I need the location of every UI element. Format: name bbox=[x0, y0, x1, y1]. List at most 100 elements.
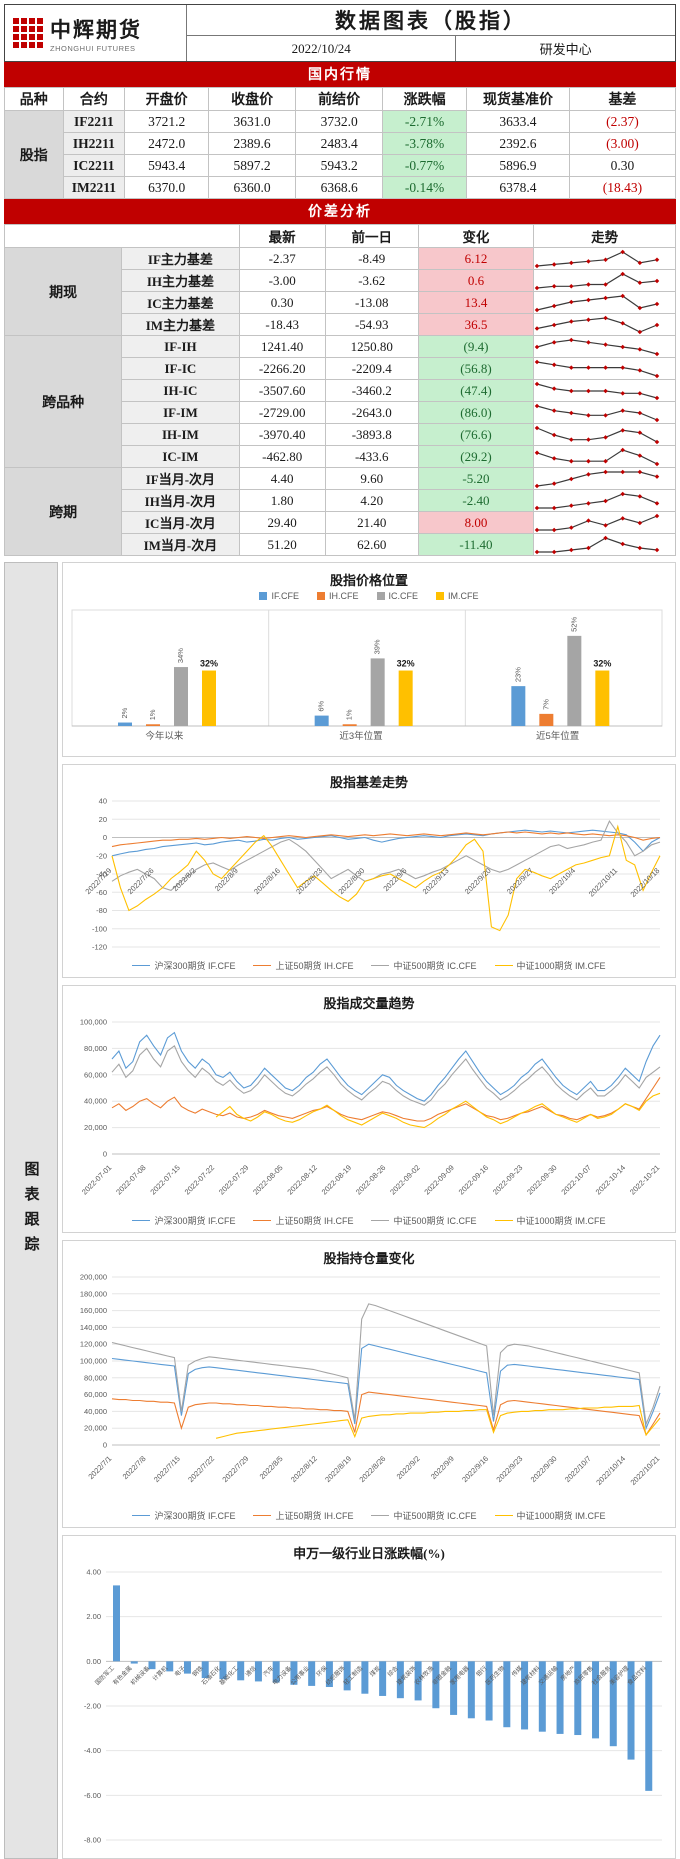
market-category: 股指 bbox=[4, 110, 64, 199]
svg-text:2022/7/22: 2022/7/22 bbox=[186, 1454, 216, 1484]
previous-cell: -3460.2 bbox=[324, 379, 419, 402]
chart-title: 股指基差走势 bbox=[329, 775, 408, 790]
market-column-header: 基差 bbox=[568, 87, 677, 111]
market-column-header: 开盘价 bbox=[124, 87, 210, 111]
spot-ref-cell: 2392.6 bbox=[466, 132, 570, 155]
svg-text:32%: 32% bbox=[200, 659, 218, 669]
latest-cell: 4.40 bbox=[238, 467, 326, 490]
sparkline-svg bbox=[534, 337, 660, 356]
legend-item: 沪深300期货 IF.CFE bbox=[132, 1214, 235, 1227]
legend-swatch-icon bbox=[436, 592, 445, 600]
svg-text:2022-07-29: 2022-07-29 bbox=[217, 1163, 250, 1196]
basis-cell: (2.37) bbox=[568, 110, 677, 133]
previous-cell: -2643.0 bbox=[324, 401, 419, 424]
svg-text:2022-09-30: 2022-09-30 bbox=[525, 1163, 558, 1196]
legend-swatch-icon bbox=[132, 1515, 151, 1516]
svg-text:60,000: 60,000 bbox=[84, 1390, 107, 1399]
report-date: 2022/10/24 bbox=[291, 40, 351, 56]
svg-text:140,000: 140,000 bbox=[80, 1323, 107, 1332]
page-title: 数据图表（股指） bbox=[187, 5, 675, 36]
spread-name-cell: IH主力基差 bbox=[121, 269, 240, 292]
previous-cell: -3.62 bbox=[324, 269, 419, 292]
close-price-cell: 3631.0 bbox=[208, 110, 297, 133]
spread-name-cell: IF主力基差 bbox=[121, 247, 240, 270]
chart-legend: IF.CFE IH.CFE IC.CFE IM.CFE bbox=[66, 591, 672, 601]
legend-swatch-icon bbox=[371, 1220, 390, 1221]
spread-name-cell: IM主力基差 bbox=[121, 313, 240, 336]
close-price-cell: 6360.0 bbox=[208, 176, 297, 199]
spread-column-header: 走势 bbox=[533, 224, 676, 248]
spread-row: IH-IC -3507.60 -3460.2 (47.4) bbox=[5, 379, 676, 402]
spread-row: IF-IM -2729.00 -2643.0 (86.0) bbox=[5, 401, 676, 424]
legend-item: IF.CFE bbox=[259, 591, 299, 601]
svg-text:32%: 32% bbox=[397, 659, 415, 669]
chart-title: 股指持仓量变化 bbox=[323, 1251, 415, 1266]
legend-swatch-icon bbox=[494, 1220, 513, 1221]
banner-domestic-market: 国内行情 bbox=[4, 62, 676, 87]
spread-row: 跨期 IF当月-次月 4.40 9.60 -5.20 bbox=[3, 467, 676, 556]
change-cell: (76.6) bbox=[417, 423, 535, 446]
svg-text:2022/9/9: 2022/9/9 bbox=[429, 1454, 456, 1481]
spread-name-cell: IF-IC bbox=[121, 357, 240, 380]
svg-text:2022/10/21: 2022/10/21 bbox=[629, 1454, 662, 1487]
svg-text:200,000: 200,000 bbox=[80, 1273, 107, 1282]
previous-cell: 62.60 bbox=[324, 533, 419, 556]
change-cell: -5.20 bbox=[417, 467, 535, 490]
charts-section-label: 图表跟踪 bbox=[4, 562, 58, 1859]
svg-text:0: 0 bbox=[103, 1150, 107, 1159]
sparkline-svg bbox=[534, 513, 660, 532]
svg-text:1%: 1% bbox=[345, 709, 354, 720]
legend-swatch-icon bbox=[132, 965, 151, 966]
industry-bar-svg: 4.002.000.00-2.00-4.00-6.00-8.00国防军工有色金属… bbox=[84, 1568, 662, 1845]
svg-text:2022-09-02: 2022-09-02 bbox=[388, 1163, 421, 1196]
legend-swatch-icon bbox=[253, 965, 272, 966]
spread-row: IH当月-次月 1.80 4.20 -2.40 bbox=[5, 489, 676, 512]
sparkline-svg bbox=[534, 469, 660, 488]
spread-name-cell: IF当月-次月 bbox=[121, 467, 240, 490]
latest-cell: -462.80 bbox=[238, 445, 326, 468]
market-row: 股指 IF2211 3721.2 3631.0 3732.0 -2.71% 3633.4 (2… bbox=[4, 110, 677, 199]
latest-cell: -2266.20 bbox=[238, 357, 326, 380]
spread-header-blank bbox=[4, 224, 240, 248]
open-price-cell: 6370.0 bbox=[124, 176, 210, 199]
close-price-cell: 5897.2 bbox=[208, 154, 297, 177]
legend-swatch-icon bbox=[253, 1515, 272, 1516]
trend-sparkline bbox=[533, 379, 676, 402]
svg-text:-40: -40 bbox=[96, 870, 107, 879]
legend-item: IC.CFE bbox=[376, 591, 418, 601]
change-pct-cell: -2.71% bbox=[382, 110, 468, 133]
spot-ref-cell: 5896.9 bbox=[466, 154, 570, 177]
legend-item: 沪深300期货 IF.CFE bbox=[132, 1509, 235, 1522]
svg-text:2022/8/30: 2022/8/30 bbox=[336, 866, 366, 896]
sparkline-svg bbox=[534, 425, 660, 444]
latest-cell: -2.37 bbox=[238, 247, 326, 270]
trend-sparkline bbox=[533, 269, 676, 292]
svg-text:2022/10/14: 2022/10/14 bbox=[594, 1454, 627, 1487]
svg-text:2022-09-09: 2022-09-09 bbox=[422, 1163, 455, 1196]
previous-cell: 4.20 bbox=[324, 489, 419, 512]
spread-name-cell: IH-IM bbox=[121, 423, 240, 446]
sparkline-svg bbox=[534, 315, 660, 334]
chart-price-position: 股指价格位置 IF.CFE IH.CFE IC.CFE IM.CFE 2% 1% 34% 3… bbox=[62, 562, 676, 757]
previous-cell: -3893.8 bbox=[324, 423, 419, 446]
previous-cell: -433.6 bbox=[324, 445, 419, 468]
change-pct-cell: -0.77% bbox=[382, 154, 468, 177]
svg-text:2022/8/19: 2022/8/19 bbox=[323, 1454, 353, 1484]
market-column-header: 合约 bbox=[62, 87, 126, 111]
legend-swatch-icon bbox=[259, 592, 268, 600]
trend-sparkline bbox=[533, 533, 676, 556]
svg-text:2022/10/4: 2022/10/4 bbox=[547, 866, 577, 896]
header-right: 数据图表（股指） 2022/10/24 研发中心 bbox=[187, 5, 675, 61]
latest-cell: -3507.60 bbox=[238, 379, 326, 402]
market-column-header: 品种 bbox=[4, 87, 64, 111]
sparkline-svg bbox=[534, 447, 660, 466]
sparkline-svg bbox=[534, 249, 660, 268]
legend-item: 中证500期货 IC.CFE bbox=[371, 1509, 477, 1522]
previous-cell: -13.08 bbox=[324, 291, 419, 314]
change-cell: (29.2) bbox=[417, 445, 535, 468]
trend-sparkline bbox=[533, 511, 676, 534]
sparkline-svg bbox=[534, 359, 660, 378]
svg-text:0.00: 0.00 bbox=[86, 1657, 101, 1666]
spread-row: IC主力基差 0.30 -13.08 13.4 bbox=[5, 291, 676, 314]
spread-name-cell: IC主力基差 bbox=[121, 291, 240, 314]
